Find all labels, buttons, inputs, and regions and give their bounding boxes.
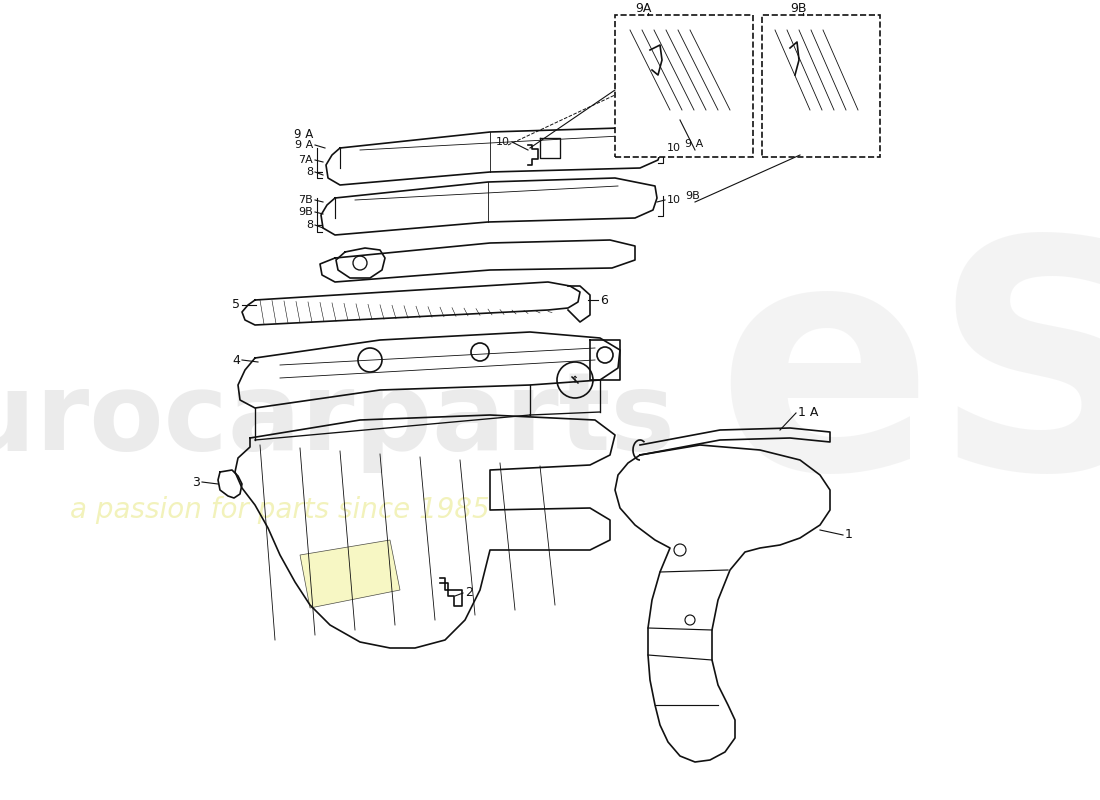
Text: 10: 10 bbox=[667, 143, 681, 153]
Text: 5: 5 bbox=[232, 298, 240, 311]
Text: 10: 10 bbox=[667, 195, 681, 205]
Text: eurocarparts: eurocarparts bbox=[0, 367, 675, 473]
Text: 7A: 7A bbox=[298, 155, 314, 165]
Text: 9 A: 9 A bbox=[294, 129, 313, 142]
Polygon shape bbox=[300, 540, 400, 608]
Text: 2: 2 bbox=[465, 586, 473, 599]
Text: ↑: ↑ bbox=[571, 375, 579, 385]
Text: 8: 8 bbox=[306, 167, 313, 177]
Text: 9B: 9B bbox=[298, 207, 314, 217]
Text: 10: 10 bbox=[496, 137, 510, 147]
Text: 9 A: 9 A bbox=[295, 140, 313, 150]
Text: 6: 6 bbox=[600, 294, 608, 306]
Bar bbox=[762, 15, 880, 157]
Text: 9A: 9A bbox=[635, 2, 651, 14]
Text: 9B: 9B bbox=[685, 191, 700, 201]
Text: 8: 8 bbox=[306, 220, 313, 230]
Text: a passion for parts since 1985: a passion for parts since 1985 bbox=[70, 496, 490, 524]
Bar bbox=[615, 15, 754, 157]
Text: 1: 1 bbox=[845, 529, 853, 542]
Text: 7B: 7B bbox=[298, 195, 314, 205]
Text: 1 A: 1 A bbox=[798, 406, 818, 419]
Text: 9 A: 9 A bbox=[685, 139, 703, 149]
Text: 9B: 9B bbox=[790, 2, 806, 14]
Text: 3: 3 bbox=[192, 475, 200, 489]
Text: eS: eS bbox=[716, 226, 1100, 534]
Text: 4: 4 bbox=[232, 354, 240, 366]
